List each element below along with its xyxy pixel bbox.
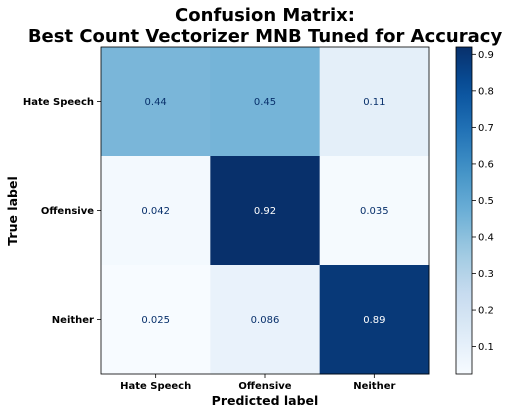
cell-value-label: 0.025 — [141, 315, 170, 326]
colorbar-tick-label: 0.7 — [478, 123, 494, 134]
cell-value-label: 0.086 — [251, 315, 280, 326]
colorbar — [455, 46, 473, 375]
cell-value-label: 0.45 — [254, 97, 276, 108]
matrix-cell — [210, 265, 321, 375]
colorbar-tick-label: 0.3 — [478, 269, 494, 280]
y-tick-label: Neither — [52, 315, 94, 326]
colorbar-tick-label: 0.5 — [478, 196, 494, 207]
cell-value-label: 0.042 — [141, 206, 170, 217]
x-tick-label: Offensive — [238, 381, 291, 392]
y-tick-label: Offensive — [41, 206, 94, 217]
matrix-cell — [210, 156, 321, 266]
matrix-cell — [319, 47, 430, 157]
cell-value-label: 0.11 — [363, 97, 385, 108]
matrix-cells: 0.44 0.45 0.11 0.042 0.92 0.035 0.025 0.086 0.89 — [101, 47, 430, 375]
cell-value-label: 0.92 — [254, 206, 276, 217]
x-tick-labels: Hate Speech Offensive Neither — [120, 374, 395, 392]
colorbar-tick-label: 0.2 — [478, 306, 494, 317]
y-tick-labels: Hate Speech Offensive Neither — [23, 97, 101, 326]
colorbar-tick-label: 0.4 — [478, 232, 494, 243]
y-axis-label: True label — [5, 176, 20, 245]
matrix-cell — [319, 265, 430, 375]
matrix-cell — [210, 47, 321, 157]
matrix-cell — [101, 265, 211, 375]
colorbar-tick-label: 0.6 — [478, 159, 494, 170]
chart-title-line2: Best Count Vectorizer MNB Tuned for Accu… — [28, 26, 503, 47]
matrix-cell — [319, 156, 430, 266]
y-tick-label: Hate Speech — [23, 97, 94, 108]
cell-value-label: 0.035 — [360, 206, 389, 217]
cell-value-label: 0.44 — [145, 97, 167, 108]
colorbar-tick-label: 0.8 — [478, 86, 494, 97]
colorbar-tick-label: 0.1 — [478, 342, 494, 353]
cell-value-label: 0.89 — [363, 315, 385, 326]
colorbar-ticks: 0.1 0.2 0.3 0.4 0.5 0.6 0.7 0.8 0.9 — [472, 50, 494, 353]
chart-title-line1: Confusion Matrix: — [175, 5, 355, 26]
colorbar-tick-label: 0.9 — [478, 50, 494, 61]
x-tick-label: Hate Speech — [120, 381, 191, 392]
x-axis-label: Predicted label — [212, 393, 319, 408]
matrix-cell — [101, 156, 211, 266]
x-tick-label: Neither — [353, 381, 395, 392]
matrix-cell — [101, 47, 211, 157]
